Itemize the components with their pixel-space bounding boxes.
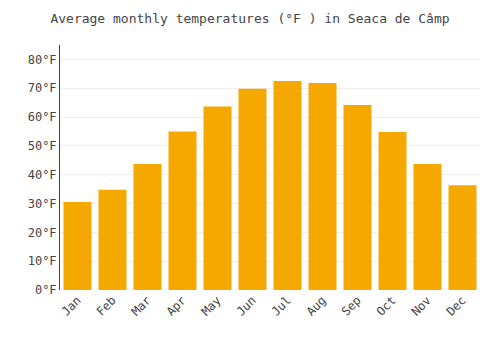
svg-text:60°F: 60°F <box>28 110 57 124</box>
svg-text:Feb: Feb <box>94 293 119 318</box>
svg-text:Oct: Oct <box>374 293 399 318</box>
svg-text:Apr: Apr <box>164 293 189 318</box>
svg-text:50°F: 50°F <box>28 139 57 153</box>
svg-text:Jun: Jun <box>234 293 259 318</box>
svg-text:Average monthly temperatures (: Average monthly temperatures (°F ) in Se… <box>50 11 449 26</box>
svg-text:Mar: Mar <box>129 293 154 318</box>
svg-text:Sep: Sep <box>339 293 364 318</box>
svg-text:30°F: 30°F <box>28 197 57 211</box>
svg-text:0°F: 0°F <box>35 283 57 297</box>
svg-text:Jul: Jul <box>269 293 294 318</box>
svg-text:20°F: 20°F <box>28 226 57 240</box>
svg-text:Jan: Jan <box>59 293 84 318</box>
svg-text:Dec: Dec <box>444 293 469 318</box>
svg-text:Nov: Nov <box>409 293 434 318</box>
svg-text:Aug: Aug <box>304 293 329 318</box>
svg-text:70°F: 70°F <box>28 81 57 95</box>
svg-text:May: May <box>199 293 224 318</box>
svg-text:10°F: 10°F <box>28 254 57 268</box>
svg-text:80°F: 80°F <box>28 53 57 67</box>
svg-text:40°F: 40°F <box>28 168 57 182</box>
